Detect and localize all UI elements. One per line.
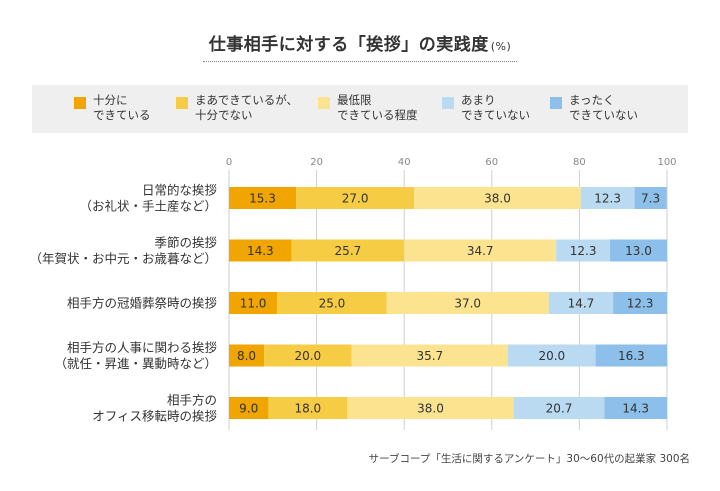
data-label-2-4: 12.3 — [627, 297, 654, 311]
category-label-1-0: 季節の挨拶 — [154, 235, 217, 250]
category-label-3-0: 相手方の人事に関わる挨拶 — [67, 340, 218, 355]
bar-segment-0-4 — [634, 187, 667, 209]
data-label-3-1: 20.0 — [294, 349, 321, 363]
data-label-1-4: 13.0 — [625, 244, 652, 258]
bar-segment-4-2 — [347, 397, 514, 419]
bar-segment-0-1 — [296, 187, 415, 209]
x-tick-label-60: 60 — [485, 157, 498, 168]
data-label-0-4: 7.3 — [641, 192, 660, 206]
category-label-1-1: （年賀状・お中元・お歳暮など） — [29, 251, 217, 266]
data-label-0-2: 38.0 — [484, 192, 511, 206]
data-label-1-0: 14.3 — [247, 244, 274, 258]
legend-item-0: 十分に できている — [74, 93, 151, 123]
legend-swatch-3 — [442, 97, 454, 109]
chart-legend: 十分に できている まあできているが、 十分でない 最低限 できている程度 あま… — [32, 85, 688, 133]
legend-swatch-2 — [318, 97, 330, 109]
data-label-3-2: 35.7 — [416, 349, 443, 363]
data-label-2-1: 25.0 — [319, 297, 346, 311]
chart-title: 仕事相手に対する「挨拶」の実践度 (%) — [209, 35, 512, 55]
category-label-4-1: オフィス移転時の挨拶 — [92, 409, 217, 424]
bar-segment-3-0 — [229, 344, 265, 367]
legend-item-2: 最低限 できている程度 — [318, 93, 418, 123]
legend-label-3: あまり できていない — [461, 93, 530, 122]
data-label-0-1: 27.0 — [342, 192, 369, 206]
bar-segment-3-1 — [264, 344, 352, 367]
bar-segment-4-0 — [229, 397, 269, 419]
category-label-0-0: 日常的な挨拶 — [142, 183, 218, 198]
bar-segment-0-0 — [229, 187, 297, 209]
bar-segment-1-3 — [556, 239, 611, 262]
chart-title-block: 仕事相手に対する「挨拶」の実践度 (%) — [0, 30, 720, 55]
legend-item-3: あまり できていない — [442, 93, 530, 123]
data-label-2-3: 14.7 — [568, 297, 595, 311]
bar-segment-3-3 — [508, 344, 596, 367]
bar-segment-1-4 — [610, 239, 667, 262]
bar-segment-2-2 — [386, 292, 549, 314]
data-label-1-2: 34.7 — [467, 244, 494, 258]
bar-segment-4-3 — [513, 397, 605, 419]
data-label-3-4: 16.3 — [618, 349, 645, 363]
legend-swatch-0 — [74, 97, 86, 109]
chart-title-text: 仕事相手に対する「挨拶」の実践度 — [208, 35, 489, 55]
x-tick-label-100: 100 — [657, 157, 676, 168]
data-label-4-0: 9.0 — [239, 402, 258, 416]
data-label-3-3: 20.0 — [538, 349, 565, 363]
bar-segment-2-1 — [277, 292, 387, 314]
legend-label-1: まあできているが、 十分でない — [195, 93, 299, 122]
legend-label-2: 最低限 できている程度 — [337, 93, 418, 122]
source-footnote: サーブコープ「生活に関するアンケート」30〜60代の起業家 300名 — [368, 453, 690, 465]
category-label-0-1: （お礼状・手土産など） — [79, 199, 217, 214]
bar-segment-4-1 — [268, 397, 348, 419]
chart-title-unit: (%) — [490, 40, 512, 53]
data-label-0-0: 15.3 — [249, 192, 276, 206]
bar-segment-0-2 — [414, 187, 581, 209]
legend-swatch-1 — [176, 97, 188, 109]
x-tick-label-20: 20 — [310, 157, 323, 168]
bar-segment-3-4 — [595, 344, 667, 367]
data-label-3-0: 8.0 — [237, 349, 256, 363]
bar-segment-1-1 — [291, 239, 405, 262]
bar-segment-1-0 — [229, 239, 292, 262]
title-underline — [203, 61, 517, 62]
data-label-0-3: 12.3 — [594, 192, 621, 206]
legend-item-4: まったく できていない — [550, 93, 638, 123]
x-tick-label-80: 80 — [573, 157, 586, 168]
data-label-2-2: 37.0 — [454, 297, 481, 311]
category-label-2-0: 相手方の冠婚葬祭時の挨拶 — [67, 296, 218, 311]
x-tick-label-40: 40 — [398, 157, 411, 168]
data-label-4-4: 14.3 — [622, 402, 649, 416]
bar-segment-3-2 — [351, 344, 509, 367]
data-label-1-3: 12.3 — [570, 244, 597, 258]
data-label-2-0: 11.0 — [240, 297, 267, 311]
legend-item-1: まあできているが、 十分でない — [176, 93, 298, 123]
category-label-3-1: （就任・昇進・異動時など） — [54, 356, 217, 371]
legend-label-4: まったく できていない — [569, 93, 638, 122]
data-label-4-3: 20.7 — [546, 402, 573, 416]
bar-segment-4-4 — [604, 397, 667, 419]
x-tick-label-0: 0 — [226, 157, 232, 168]
data-label-1-1: 25.7 — [335, 244, 362, 258]
legend-swatch-4 — [550, 97, 562, 109]
bar-segment-2-0 — [229, 292, 278, 314]
bar-segment-2-4 — [613, 292, 667, 314]
bar-segment-0-3 — [580, 187, 635, 209]
category-label-4-0: 相手方の — [167, 393, 217, 408]
bar-segment-1-2 — [404, 239, 557, 262]
bar-segment-2-3 — [548, 292, 614, 314]
data-label-4-1: 18.0 — [294, 402, 321, 416]
data-label-4-2: 38.0 — [417, 402, 444, 416]
legend-label-0: 十分に できている — [93, 93, 151, 122]
